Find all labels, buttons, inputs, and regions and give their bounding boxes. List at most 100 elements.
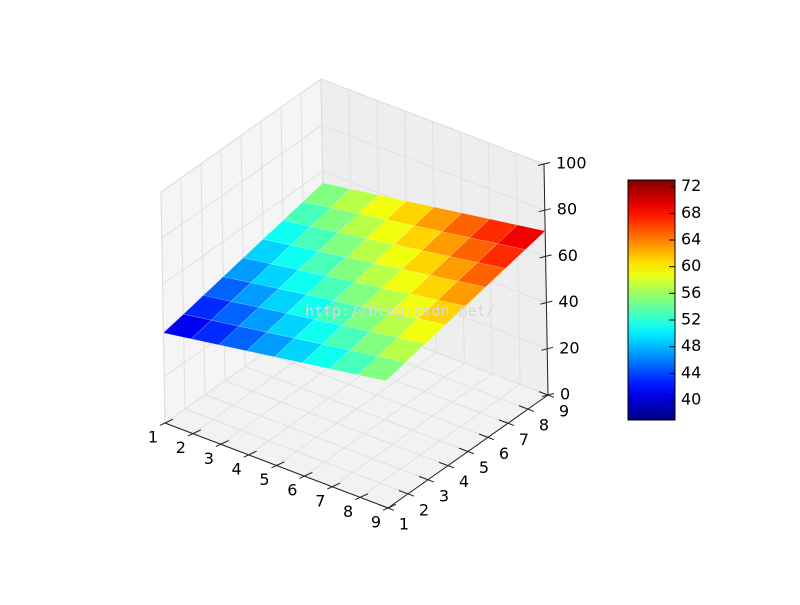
x-tick bbox=[354, 496, 361, 501]
x-tick-label: 3 bbox=[204, 449, 214, 468]
watermark-text: http://blog.csdn.net/ bbox=[305, 302, 495, 320]
colorbar-tick-label: 52 bbox=[681, 310, 701, 329]
y-tick bbox=[427, 479, 435, 483]
x-tick bbox=[299, 475, 305, 479]
colorbar: 40 44 48 52 56 60 64 68 72 bbox=[627, 176, 701, 421]
z-tick-label: 100 bbox=[556, 154, 587, 173]
x-tick bbox=[248, 450, 257, 456]
y-tick bbox=[467, 451, 475, 455]
colorbar-tick-label: 64 bbox=[681, 230, 701, 249]
grid-line bbox=[264, 351, 489, 438]
grid-line bbox=[515, 153, 521, 385]
z-tick bbox=[545, 254, 552, 257]
y-tick bbox=[447, 465, 455, 469]
y-tick-label: 4 bbox=[459, 472, 469, 491]
y-tick bbox=[418, 475, 429, 481]
z-tick bbox=[547, 393, 555, 396]
x-tick bbox=[159, 422, 166, 426]
z-tick bbox=[547, 346, 554, 350]
grid-line bbox=[244, 366, 469, 452]
y-tick-label: 9 bbox=[559, 402, 569, 421]
z-tick-label: 0 bbox=[560, 385, 570, 404]
z-axis-line bbox=[543, 163, 549, 396]
z-tick bbox=[546, 300, 553, 304]
x-tick bbox=[276, 461, 285, 466]
x-tick-label: 9 bbox=[371, 513, 381, 532]
x-tick bbox=[215, 443, 221, 448]
z-tick-label: 80 bbox=[557, 200, 577, 219]
grid-line bbox=[161, 124, 323, 239]
grid-line bbox=[180, 177, 186, 409]
colorbar-tick-label: 56 bbox=[681, 283, 701, 302]
y-tick-label: 6 bbox=[499, 444, 509, 463]
x-tick bbox=[359, 493, 369, 498]
y-tick-label: 3 bbox=[439, 486, 449, 505]
x-tick bbox=[327, 486, 333, 490]
z-tick-label: 40 bbox=[558, 292, 578, 311]
y-tick bbox=[498, 419, 509, 424]
x-tick bbox=[271, 465, 277, 469]
x-tick bbox=[164, 418, 174, 424]
z-tick bbox=[538, 209, 545, 213]
grid-line bbox=[184, 408, 409, 495]
colorbar-tick-label: 40 bbox=[681, 390, 701, 409]
x-tick-label: 2 bbox=[176, 438, 186, 457]
x-tick bbox=[332, 482, 341, 488]
grid-line bbox=[321, 124, 545, 211]
x-tick-label: 4 bbox=[232, 459, 242, 478]
surface-patches bbox=[162, 182, 546, 382]
surface-patch bbox=[496, 224, 546, 251]
x-tick bbox=[187, 433, 194, 437]
x-tick-label: 5 bbox=[259, 470, 269, 489]
z-tick bbox=[541, 348, 548, 351]
y-tick-label: 8 bbox=[539, 416, 549, 435]
y-tick bbox=[518, 405, 529, 410]
x-tick bbox=[382, 507, 389, 511]
z-tick-label: 60 bbox=[558, 246, 578, 265]
z-tick bbox=[541, 394, 549, 397]
z-tick bbox=[537, 163, 545, 166]
surface-patch bbox=[397, 318, 447, 344]
y-tick bbox=[378, 504, 389, 509]
colorbar-tick-label: 60 bbox=[681, 256, 701, 275]
z-tick-label: 20 bbox=[559, 338, 579, 357]
y-tick bbox=[538, 391, 549, 396]
y-tick bbox=[547, 394, 555, 398]
x-tick bbox=[220, 440, 229, 445]
box-edge bbox=[160, 191, 166, 424]
x-tick bbox=[304, 471, 313, 477]
grid-line bbox=[224, 380, 449, 467]
box-edge bbox=[320, 78, 545, 165]
surface-patch bbox=[357, 355, 407, 382]
grid-line bbox=[204, 394, 429, 481]
y-tick bbox=[527, 408, 535, 412]
y-tick bbox=[507, 422, 515, 427]
grid-line bbox=[200, 163, 206, 395]
x-tick-label: 6 bbox=[287, 481, 297, 500]
surface-patch bbox=[377, 337, 427, 363]
y-tick bbox=[478, 433, 489, 438]
x-tick bbox=[387, 503, 397, 509]
y-tick-label: 5 bbox=[479, 458, 489, 477]
x-tick-label: 8 bbox=[343, 502, 353, 521]
x-tick-label: 1 bbox=[148, 428, 158, 447]
colorbar-tick-label: 68 bbox=[681, 203, 701, 222]
box-edge bbox=[160, 78, 322, 193]
colorbar-gradient bbox=[627, 179, 676, 421]
y-tick bbox=[407, 493, 415, 497]
y-tick bbox=[398, 490, 409, 495]
colorbar-tick-label: 72 bbox=[681, 176, 701, 195]
z-tick bbox=[544, 208, 551, 211]
x-tick bbox=[192, 429, 202, 435]
grid-line bbox=[162, 170, 323, 285]
y-tick-label: 7 bbox=[519, 430, 529, 449]
y-tick bbox=[438, 461, 449, 467]
y-tick bbox=[458, 447, 469, 452]
x-tick bbox=[243, 454, 249, 458]
z-tick bbox=[543, 162, 551, 165]
surface-patch bbox=[417, 299, 467, 326]
tick-marks bbox=[159, 162, 555, 511]
